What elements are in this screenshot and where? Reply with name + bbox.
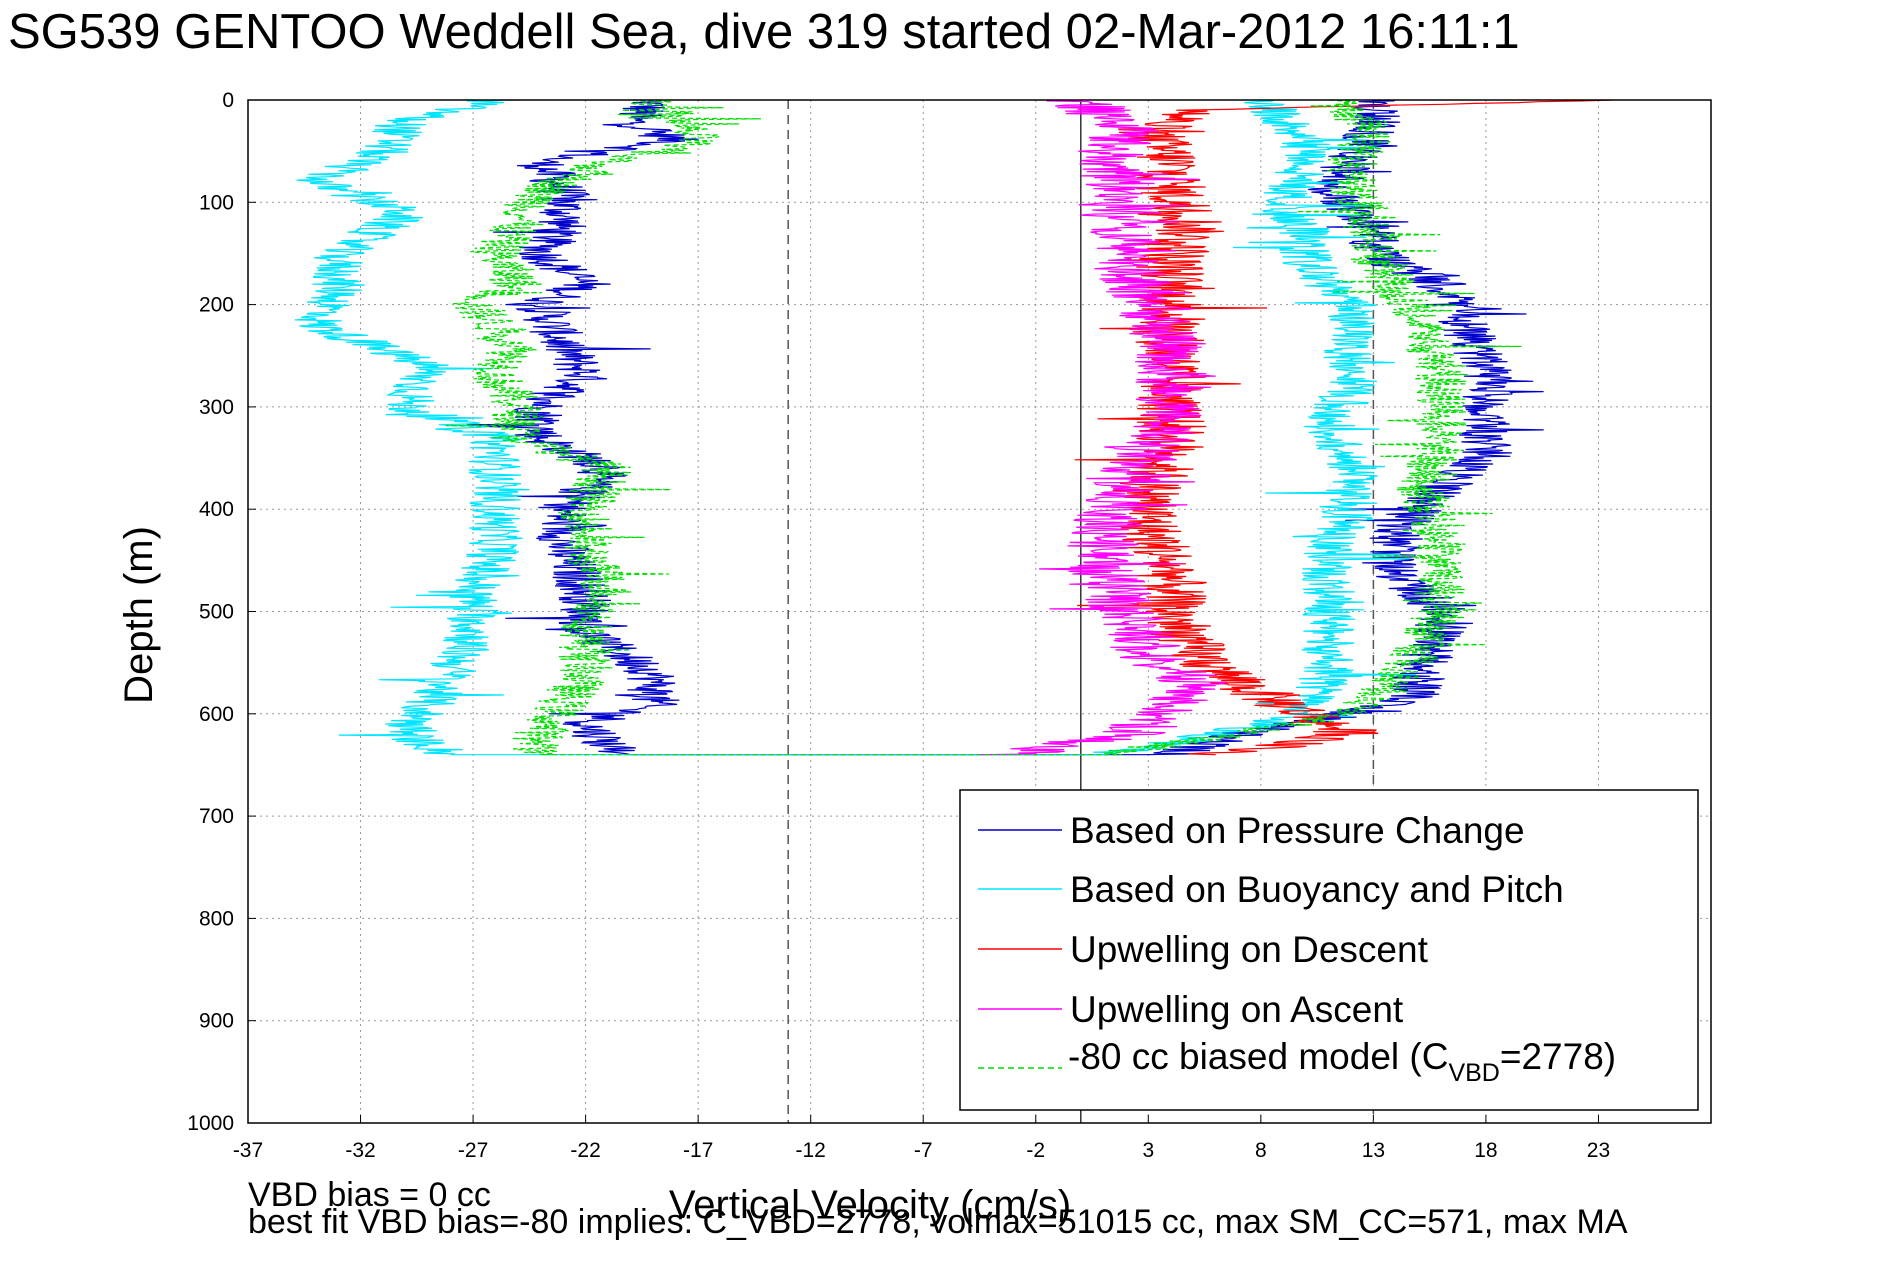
x-tick-label: 13	[1362, 1139, 1385, 1162]
legend-box	[959, 789, 1699, 1111]
x-axis-label: Vertical Velocity (cm/s)	[669, 1183, 1071, 1227]
plot-frame	[247, 99, 1712, 1124]
footer-vbd-bias: VBD bias = 0 cc	[248, 1176, 491, 1214]
x-tick-label: -7	[914, 1139, 933, 1162]
legend-label-pressure: Based on Pressure Change	[1070, 810, 1525, 851]
y-tick-label: 700	[199, 805, 234, 828]
x-tick-label: -32	[345, 1139, 375, 1162]
footer-best-fit: best fit VBD bias=-80 implies: C_VBD=277…	[248, 1203, 1628, 1241]
y-tick-label: 100	[199, 191, 234, 214]
x-tick-label: 8	[1255, 1139, 1267, 1162]
data-traces	[294, 100, 1613, 756]
y-tick-label: 1000	[187, 1112, 234, 1135]
x-tick-label: -12	[796, 1139, 826, 1162]
y-tick-label: 200	[199, 294, 234, 317]
legend-label-ascent: Upwelling on Ascent	[1070, 989, 1404, 1030]
y-tick-label: 500	[199, 601, 234, 624]
y-tick-label: 800	[199, 907, 234, 930]
legend-label-descent: Upwelling on Descent	[1070, 929, 1429, 970]
legend-label-model-main: -80 cc biased model (C	[1068, 1036, 1448, 1077]
legend-label-model: -80 cc biased model (CVBD=2778)	[1068, 1036, 1616, 1087]
x-tick-label: -27	[458, 1139, 488, 1162]
y-tick-label: 600	[199, 703, 234, 726]
x-tick-label: 23	[1587, 1139, 1610, 1162]
x-tick-label: 18	[1474, 1139, 1497, 1162]
x-tick-label: -2	[1026, 1139, 1045, 1162]
y-tick-labels: 0 100 200 300 400 500 600 700 800 900 1000	[187, 89, 234, 1135]
y-tick-label: 300	[199, 396, 234, 419]
legend-label-model-suffix: =2778)	[1500, 1036, 1616, 1077]
x-tick-labels: -37 -32 -27 -22 -17 -12 -7 -2 3 8 13 18 23	[233, 1139, 1610, 1162]
y-axis-label: Depth (m)	[117, 526, 161, 704]
x-tick-label: -22	[570, 1139, 600, 1162]
legend: Based on Pressure Change Based on Buoyan…	[959, 789, 1699, 1111]
series-line-0	[466, 100, 1544, 756]
legend-label-buoyancy: Based on Buoyancy and Pitch	[1070, 869, 1564, 910]
y-tick-label: 900	[199, 1010, 234, 1033]
x-tick-label: -37	[233, 1139, 263, 1162]
series-line-3	[977, 100, 1227, 756]
y-tick-label: 0	[222, 89, 234, 112]
series-line-1	[294, 100, 1416, 756]
series-line-4	[445, 100, 1522, 756]
x-tick-label: 3	[1142, 1139, 1154, 1162]
x-tick-label: -17	[683, 1139, 713, 1162]
legend-label-model-sub: VBD	[1448, 1059, 1499, 1087]
y-tick-label: 400	[199, 498, 234, 521]
chart-title: SG539 GENTOO Weddell Sea, dive 319 start…	[8, 5, 1520, 59]
